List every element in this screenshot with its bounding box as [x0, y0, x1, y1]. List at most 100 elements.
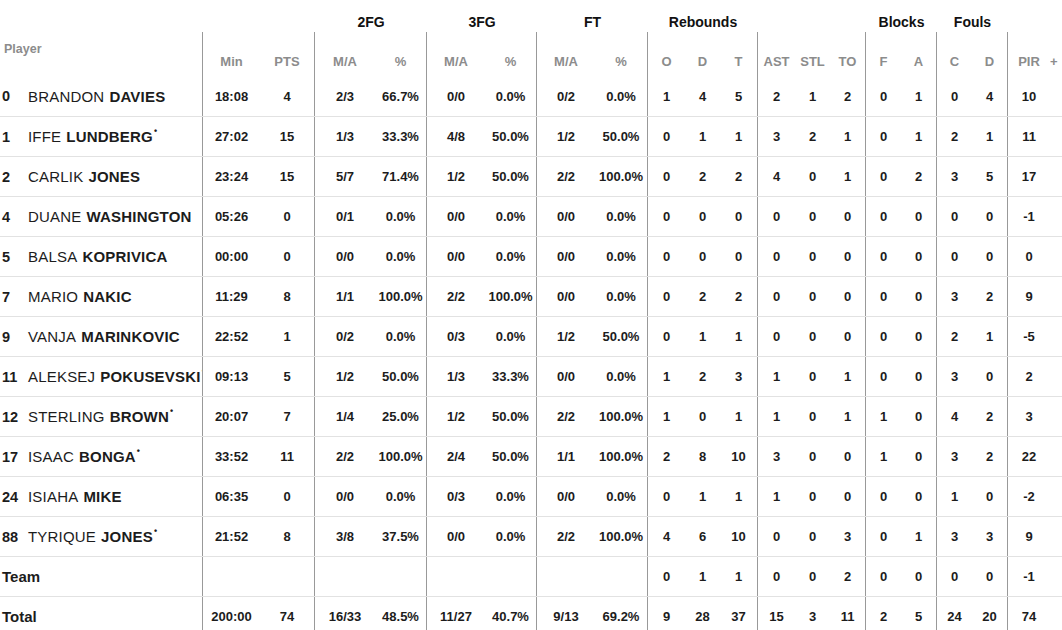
group-header-2fg: 2FG — [315, 0, 427, 32]
cell-blk-a: 1 — [901, 517, 937, 556]
cell-ast: 3 — [758, 117, 795, 156]
cell-ast: 1 — [758, 397, 795, 436]
cell-foul-c: 1 — [937, 477, 972, 516]
cell-reb-t: 2 — [720, 157, 758, 196]
cell-foul-d: 2 — [972, 397, 1008, 436]
cell-stl: 0 — [795, 557, 830, 596]
cell-ast: 4 — [758, 157, 795, 196]
table-row: 17ISAACBONGA•33:52112/2100.0%2/450.0%1/1… — [0, 436, 1062, 476]
cell-fg3-pct: 0.0% — [485, 197, 537, 236]
cell-fg2-ma: 16/33 — [315, 597, 375, 630]
starter-mark: • — [154, 526, 157, 536]
cell-reb-o: 0 — [648, 557, 685, 596]
cell-fg2-ma: 0/0 — [315, 237, 375, 276]
cell-ft-ma: 1/1 — [537, 437, 595, 476]
group-header-fouls: Fouls — [937, 0, 1008, 32]
player-last-name: KOPRIVICA — [82, 248, 167, 265]
cell-ft-pct: 0.0% — [595, 357, 648, 396]
player-last-name: BROWN — [110, 408, 169, 425]
cell-reb-o: 0 — [648, 157, 685, 196]
cell-ft-pct: 50.0% — [595, 317, 648, 356]
cell-blk-f: 0 — [866, 277, 901, 316]
cell-fg3-pct: 50.0% — [485, 437, 537, 476]
player-last-name: POKUSEVSKI — [100, 368, 200, 385]
table-row: 4DUANEWASHINGTON05:2600/10.0%0/00.0%0/00… — [0, 196, 1062, 236]
starter-mark: • — [154, 126, 157, 136]
player-cell: 0BRANDONDAVIES — [0, 76, 203, 116]
cell-to: 2 — [830, 76, 866, 116]
cell-blk-a: 0 — [901, 237, 937, 276]
cell-reb-d: 2 — [685, 157, 720, 196]
cell-ft-pct: 0.0% — [595, 76, 648, 116]
cell-ft-pct: 50.0% — [595, 117, 648, 156]
column-header-3fg-pct: % — [485, 32, 537, 76]
cell-blk-a: 0 — [901, 437, 937, 476]
jersey-number: 1 — [2, 129, 22, 145]
cell-foul-c: 0 — [937, 197, 972, 236]
cell-pir: 2 — [1008, 357, 1050, 396]
cell-to: 1 — [830, 117, 866, 156]
table-row: 88TYRIQUEJONES•21:5283/837.5%0/00.0%2/21… — [0, 516, 1062, 556]
cell-foul-d: 0 — [972, 237, 1008, 276]
cell-ast: 3 — [758, 437, 795, 476]
cell-stl: 1 — [795, 76, 830, 116]
cell-ast: 0 — [758, 317, 795, 356]
cell-to: 0 — [830, 277, 866, 316]
cell-reb-d: 1 — [685, 557, 720, 596]
column-header-2fg-ma: M/A — [315, 32, 375, 76]
cell-fg2-pct: 66.7% — [375, 76, 427, 116]
cell-reb-d: 28 — [685, 597, 720, 630]
cell-foul-c: 3 — [937, 277, 972, 316]
cell-fg2-pct: 0.0% — [375, 237, 427, 276]
cell-pir: 17 — [1008, 157, 1050, 196]
cell-ft-ma: 2/2 — [537, 397, 595, 436]
cell-reb-t: 1 — [720, 317, 758, 356]
cell-to: 0 — [830, 237, 866, 276]
cell-fg2-pct: 0.0% — [375, 317, 427, 356]
player-cell: 9VANJAMARINKOVIC — [0, 317, 203, 356]
cell-reb-t: 3 — [720, 357, 758, 396]
cell-fg2-ma: 1/3 — [315, 117, 375, 156]
cell-ft-ma: 0/0 — [537, 197, 595, 236]
cell-pts: 0 — [260, 197, 315, 236]
cell-min: 23:24 — [203, 157, 260, 196]
cell-plusminus-partial — [1050, 557, 1062, 596]
cell-reb-o: 0 — [648, 117, 685, 156]
player-last-name: JONES — [101, 528, 153, 545]
cell-reb-d: 2 — [685, 357, 720, 396]
column-header-reb-o: O — [648, 32, 685, 76]
cell-foul-c: 0 — [937, 76, 972, 116]
cell-reb-o: 9 — [648, 597, 685, 630]
cell-foul-c: 3 — [937, 437, 972, 476]
cell-plusminus-partial — [1050, 76, 1062, 116]
cell-reb-o: 0 — [648, 477, 685, 516]
cell-reb-o: 0 — [648, 317, 685, 356]
cell-pir: 74 — [1008, 597, 1050, 630]
cell-stl: 2 — [795, 117, 830, 156]
cell-pir: 9 — [1008, 517, 1050, 556]
cell-fg3-ma: 11/27 — [427, 597, 485, 630]
cell-fg3-ma: 2/4 — [427, 437, 485, 476]
team-row-label: Team — [2, 568, 40, 585]
column-header-foul-c: C — [937, 32, 972, 76]
cell-foul-d: 0 — [972, 557, 1008, 596]
cell-fg2-pct: 100.0% — [375, 437, 427, 476]
cell-stl: 0 — [795, 517, 830, 556]
cell-reb-d: 2 — [685, 277, 720, 316]
column-header-3fg-ma: M/A — [427, 32, 485, 76]
jersey-number: 88 — [2, 529, 22, 545]
cell-ft-pct: 0.0% — [595, 277, 648, 316]
cell-fg2-pct: 33.3% — [375, 117, 427, 156]
cell-fg3-ma: 0/0 — [427, 197, 485, 236]
cell-pir: 10 — [1008, 76, 1050, 116]
column-header-foul-d: D — [972, 32, 1008, 76]
cell-pts: 0 — [260, 237, 315, 276]
cell-reb-o: 1 — [648, 397, 685, 436]
table-row: 9VANJAMARINKOVIC22:5210/20.0%0/30.0%1/25… — [0, 316, 1062, 356]
cell-pts: 8 — [260, 277, 315, 316]
cell-min: 18:08 — [203, 76, 260, 116]
cell-fg2-ma: 2/2 — [315, 437, 375, 476]
cell-min: 33:52 — [203, 437, 260, 476]
column-header-ast: AST — [758, 32, 795, 76]
cell-to: 11 — [830, 597, 866, 630]
